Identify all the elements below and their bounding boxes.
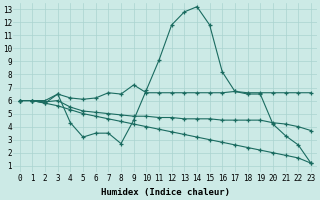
X-axis label: Humidex (Indice chaleur): Humidex (Indice chaleur) [101,188,230,197]
